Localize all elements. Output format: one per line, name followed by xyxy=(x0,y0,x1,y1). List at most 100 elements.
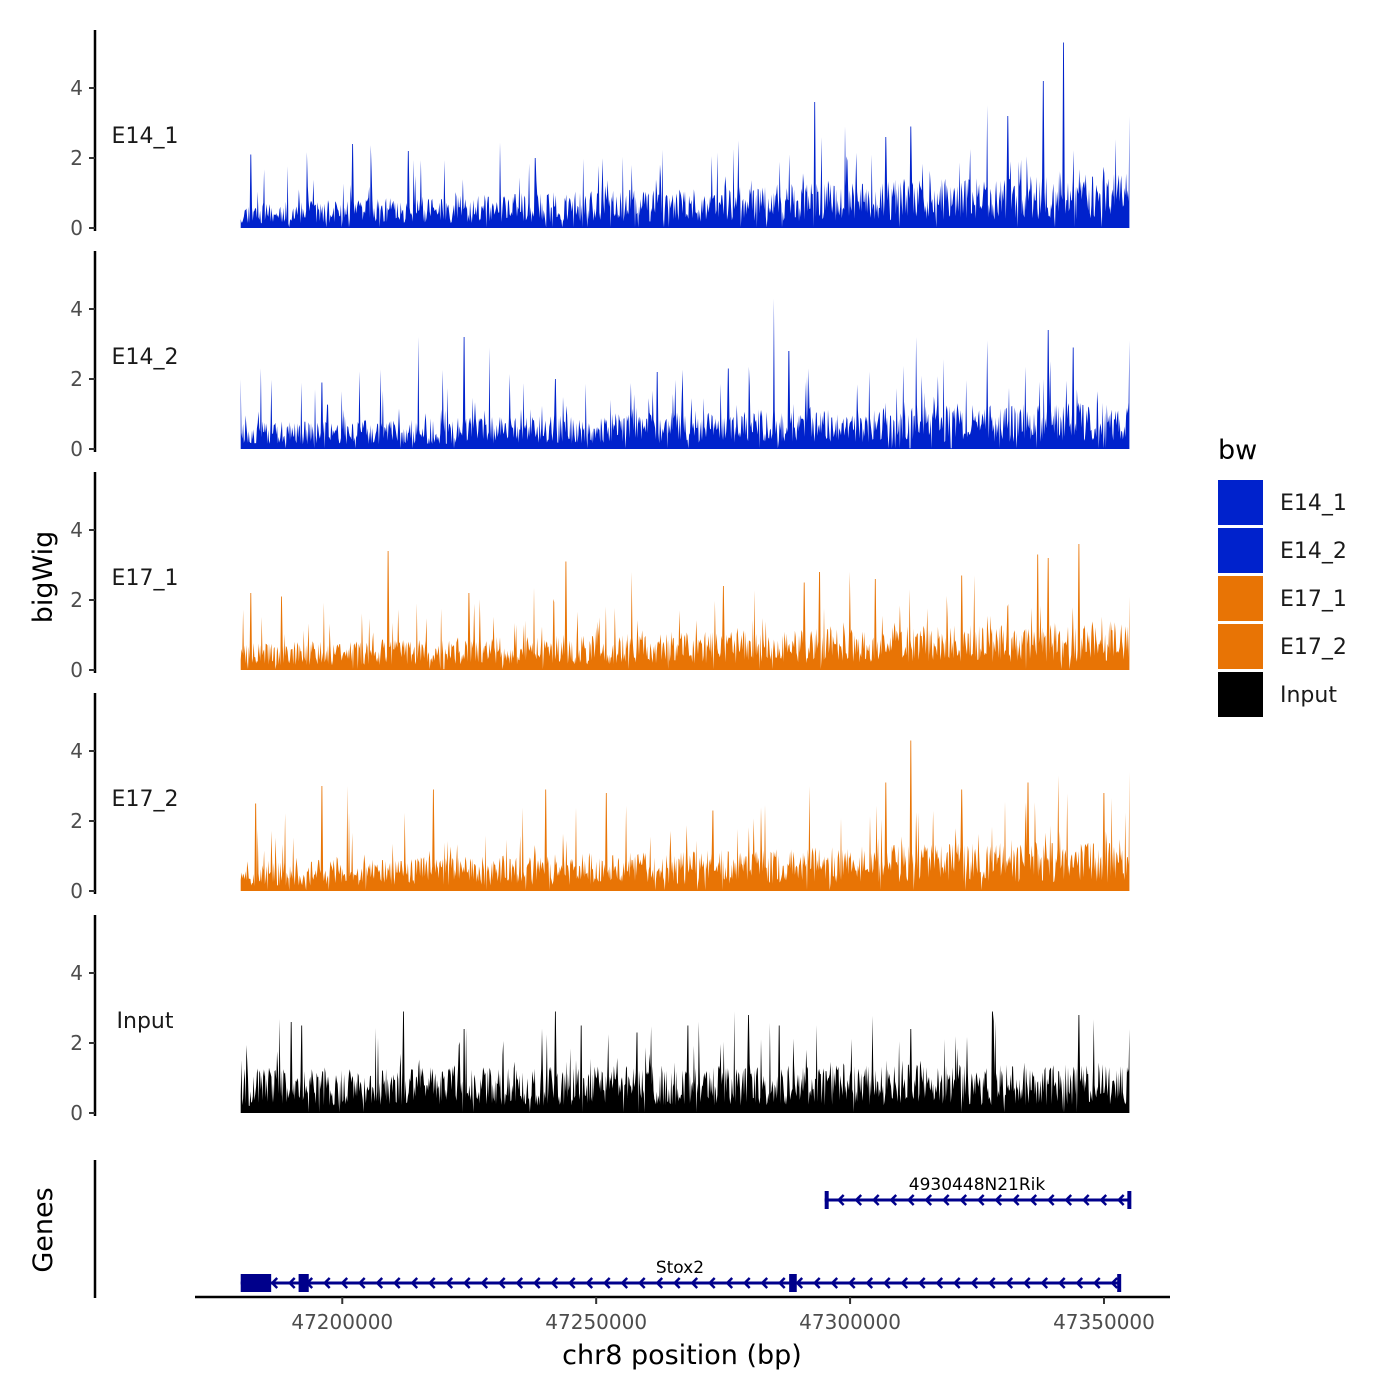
strand-arrow xyxy=(585,1277,594,1289)
strand-arrow xyxy=(1116,1194,1125,1206)
strand-arrow xyxy=(567,1277,576,1289)
y-tick-label: 2 xyxy=(70,588,83,612)
legend-swatch xyxy=(1218,576,1263,621)
strand-arrow xyxy=(865,1277,874,1289)
strand-arrow xyxy=(690,1277,699,1289)
exon xyxy=(298,1274,309,1292)
strand-arrow xyxy=(970,1277,979,1289)
strand-arrow xyxy=(1081,1194,1090,1206)
legend-swatch xyxy=(1218,624,1263,669)
strand-arrow xyxy=(340,1277,349,1289)
strand-arrow xyxy=(1110,1277,1119,1289)
strand-arrow xyxy=(1046,1194,1055,1206)
strand-arrow xyxy=(1022,1277,1031,1289)
strand-arrow xyxy=(707,1277,716,1289)
x-tick-label: 47350000 xyxy=(1053,1310,1155,1334)
strand-arrow xyxy=(637,1277,646,1289)
y-tick-label: 4 xyxy=(70,76,83,100)
strand-arrow xyxy=(917,1277,926,1289)
strand-arrow xyxy=(900,1277,909,1289)
strand-arrow xyxy=(941,1194,950,1206)
exon xyxy=(1127,1191,1132,1209)
strand-arrow xyxy=(287,1277,296,1289)
strand-arrow xyxy=(847,1277,856,1289)
track-label: E17_1 xyxy=(112,566,179,591)
legend: bw E14_1 E14_2 E17_1 E17_2 Input xyxy=(1218,435,1347,717)
strand-arrow xyxy=(836,1194,845,1206)
gene-label: 4930448N21Rik xyxy=(909,1175,1046,1195)
legend-swatch xyxy=(1218,672,1263,717)
strand-arrow xyxy=(742,1277,751,1289)
gene-stox2: Stox2 xyxy=(240,1258,1122,1292)
legend-label: E17_2 xyxy=(1280,635,1347,660)
y-tick-label: 4 xyxy=(70,961,83,985)
track-e17-2: 0 2 4 E17_2 xyxy=(70,693,1130,903)
exon xyxy=(824,1191,829,1209)
strand-arrow xyxy=(924,1194,933,1206)
strand-arrow xyxy=(1099,1194,1108,1206)
exon xyxy=(1117,1274,1122,1292)
exon xyxy=(240,1274,272,1292)
strand-arrow xyxy=(760,1277,769,1289)
strand-arrow xyxy=(1029,1194,1038,1206)
track-e17-1: 0 2 4 E17_1 xyxy=(70,472,1130,682)
strand-arrow xyxy=(375,1277,384,1289)
strand-arrow xyxy=(1005,1277,1014,1289)
x-tick-label: 47250000 xyxy=(545,1310,647,1334)
strand-arrow xyxy=(602,1277,611,1289)
y-tick-label: 2 xyxy=(70,367,83,391)
gene-label: Stox2 xyxy=(656,1258,704,1278)
gene-track: 4930448N21Rik Stox2 xyxy=(93,1160,1132,1298)
signal-area xyxy=(240,42,1130,228)
y-tick-label: 0 xyxy=(70,216,83,240)
track-label: E17_2 xyxy=(112,787,179,812)
track-e14-2: 0 2 4 E14_2 xyxy=(70,251,1130,461)
signal-area xyxy=(240,1011,1130,1113)
strand-arrow xyxy=(959,1194,968,1206)
track-label: E14_1 xyxy=(112,124,179,149)
gene-4930448n21rik: 4930448N21Rik xyxy=(824,1175,1132,1209)
strand-arrow xyxy=(620,1277,629,1289)
strand-arrow xyxy=(550,1277,559,1289)
x-tick-label: 47300000 xyxy=(799,1310,901,1334)
strand-arrow xyxy=(1057,1277,1066,1289)
y-tick-label: 2 xyxy=(70,146,83,170)
y-tick-label: 2 xyxy=(70,1031,83,1055)
legend-swatch xyxy=(1218,528,1263,573)
y-tick-label: 0 xyxy=(70,1101,83,1125)
strand-arrow xyxy=(410,1277,419,1289)
y-axis-title: bigWig xyxy=(28,531,59,624)
strand-arrow xyxy=(830,1277,839,1289)
track-input: 0 2 4 Input xyxy=(70,915,1130,1125)
legend-label: E17_1 xyxy=(1280,587,1347,612)
strand-arrow xyxy=(462,1277,471,1289)
signal-area xyxy=(240,298,1130,449)
y-tick-label: 4 xyxy=(70,297,83,321)
strand-arrow xyxy=(952,1277,961,1289)
strand-arrow xyxy=(532,1277,541,1289)
strand-arrow xyxy=(427,1277,436,1289)
strand-arrow xyxy=(777,1277,786,1289)
strand-arrow xyxy=(322,1277,331,1289)
strand-arrow xyxy=(935,1277,944,1289)
track-label: E14_2 xyxy=(112,345,179,370)
x-axis-title: chr8 position (bp) xyxy=(562,1340,802,1371)
strand-arrow xyxy=(882,1277,891,1289)
strand-arrow xyxy=(987,1277,996,1289)
strand-arrow xyxy=(795,1277,804,1289)
y-tick-label: 0 xyxy=(70,879,83,903)
strand-arrow xyxy=(515,1277,524,1289)
exon xyxy=(789,1274,797,1292)
bigwig-tracks: 0 2 4 E14_1 0 2 4 E14_2 0 2 4 E17_1 0 2 4 E17_2 0 2 4 Input xyxy=(70,30,1130,1125)
strand-arrow xyxy=(655,1277,664,1289)
strand-arrow xyxy=(497,1277,506,1289)
strand-arrow xyxy=(1075,1277,1084,1289)
strand-arrow xyxy=(392,1277,401,1289)
y-tick-label: 0 xyxy=(70,658,83,682)
strand-arrow xyxy=(725,1277,734,1289)
legend-swatch xyxy=(1218,480,1263,525)
strand-arrow xyxy=(1092,1277,1101,1289)
y-tick-label: 2 xyxy=(70,809,83,833)
y-tick-label: 4 xyxy=(70,518,83,542)
